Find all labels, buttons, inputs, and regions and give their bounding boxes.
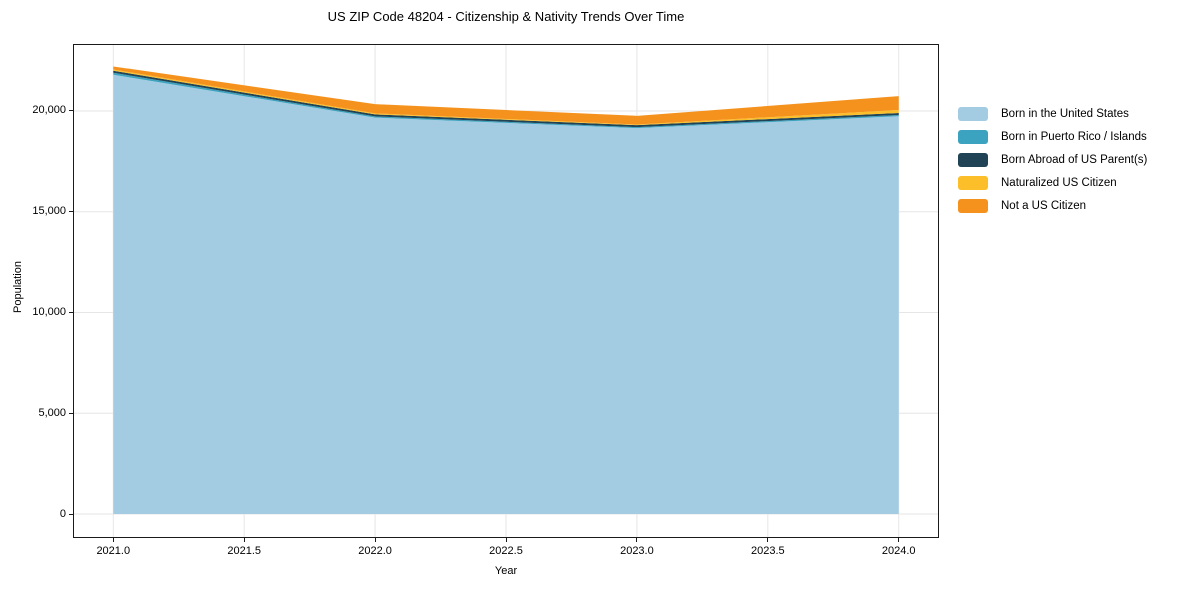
y-axis-label: Population [12,261,24,313]
x-tick-mark [767,538,769,542]
x-axis-label: Year [494,565,518,577]
x-tick-mark [112,538,114,542]
x-tick-label: 2024.0 [881,545,916,557]
y-tick-mark [69,513,73,515]
legend-swatch-icon [958,107,988,121]
area-series [113,70,899,128]
x-tick-mark [374,538,376,542]
area-series [113,66,899,125]
x-tick-mark [898,538,900,542]
area-series [113,74,899,515]
stacked-area-canvas [74,45,938,537]
y-tick-mark [69,412,73,414]
x-tick-label: 2023.0 [620,545,654,557]
legend-swatch-icon [958,130,988,144]
legend-entry: Born Abroad of US Parent(s) [958,153,1147,167]
legend-entry: Naturalized US Citizen [958,176,1147,190]
legend-swatch-icon [958,176,988,190]
x-tick-label: 2022.5 [489,545,523,557]
x-tick-mark [243,538,245,542]
y-tick-label: 20,000 [32,104,66,117]
y-tick-label: 0 [59,507,66,520]
x-tick-mark [636,538,638,542]
legend-entry: Born in Puerto Rico / Islands [958,130,1147,144]
legend-label: Naturalized US Citizen [1001,177,1117,189]
y-tick-mark [69,211,73,213]
legend-label: Not a US Citizen [1001,200,1087,212]
chart-title: US ZIP Code 48204 - Citizenship & Nativi… [327,9,685,24]
legend-label: Born Abroad of US Parent(s) [1001,154,1148,166]
y-tick-mark [69,110,73,112]
legend-label: Born in the United States [1001,108,1129,120]
legend-swatch-icon [958,153,988,167]
x-tick-label: 2021.0 [96,545,131,557]
x-tick-mark [505,538,507,542]
x-tick-label: 2022.0 [358,545,392,557]
x-tick-label: 2021.5 [227,545,261,557]
legend-label: Born in Puerto Rico / Islands [1001,131,1147,143]
plot-area [73,44,939,538]
x-tick-label: 2023.5 [750,545,785,557]
y-tick-mark [69,312,73,313]
y-tick-label: 5,000 [38,406,66,419]
legend: Born in the United States Born in Puerto … [958,107,1147,222]
y-tick-label: 10,000 [32,306,66,318]
legend-swatch-icon [958,199,988,213]
area-series [113,72,899,129]
legend-entry: Not a US Citizen [958,199,1147,213]
y-tick-label: 15,000 [32,205,66,218]
legend-entry: Born in the United States [958,107,1147,121]
